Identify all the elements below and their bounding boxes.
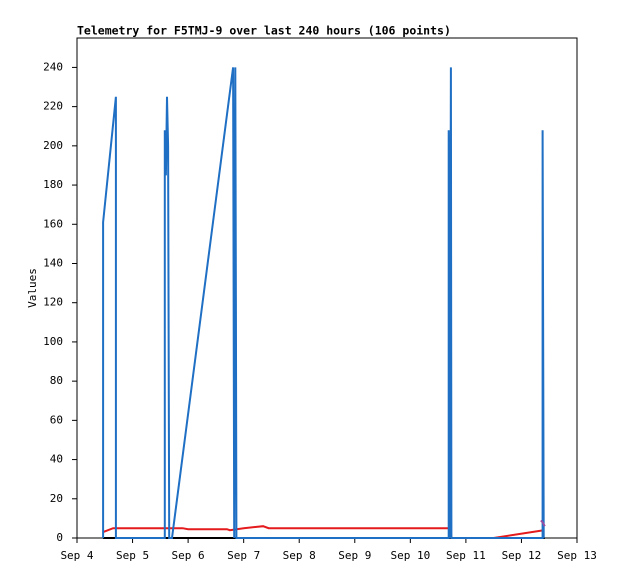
- chart-title: Telemetry for F5TMJ-9 over last 240 hour…: [77, 24, 451, 38]
- y-tick-label: 40: [50, 453, 63, 466]
- x-tick-label: Sep 10: [390, 549, 430, 562]
- y-tick-label: 100: [43, 335, 63, 348]
- y-tick-label: 0: [56, 531, 63, 544]
- x-tick-label: Sep 12: [502, 549, 542, 562]
- series-line: [102, 67, 545, 539]
- y-tick-label: 160: [43, 217, 63, 230]
- y-tick-label: 120: [43, 296, 63, 309]
- plot-frame: [76, 37, 578, 539]
- y-tick-label: 200: [43, 139, 63, 152]
- y-tick-label: 80: [50, 374, 63, 387]
- y-tick-label: 240: [43, 60, 63, 73]
- x-tick-label: Sep 13: [557, 549, 597, 562]
- x-tick-label: Sep 6: [172, 549, 205, 562]
- y-axis-label: Values: [26, 268, 39, 308]
- x-tick-label: Sep 7: [227, 549, 260, 562]
- y-tick-label: 60: [50, 413, 63, 426]
- y-tick-label: 220: [43, 100, 63, 113]
- x-tick-label: Sep 8: [283, 549, 316, 562]
- y-tick-label: 180: [43, 178, 63, 191]
- y-tick-label: 140: [43, 256, 63, 269]
- x-tick-label: Sep 5: [116, 549, 149, 562]
- x-tick-label: Sep 11: [446, 549, 486, 562]
- x-tick-label: Sep 9: [338, 549, 371, 562]
- series-line: [540, 519, 546, 527]
- y-tick-label: 20: [50, 492, 63, 505]
- x-tick-label: Sep 4: [60, 549, 93, 562]
